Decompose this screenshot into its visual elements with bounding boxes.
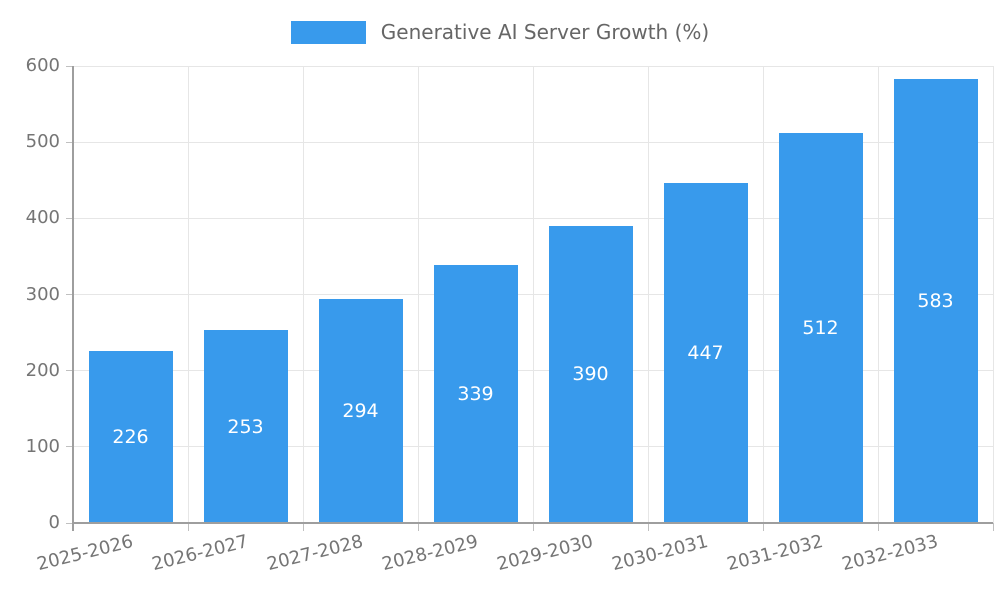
bar-value-label: 390	[572, 363, 609, 386]
gridline-vertical	[877, 66, 879, 523]
bar-2027-2028[interactable]: 294	[318, 299, 403, 523]
x-axis-tick-label: 2028-2029	[380, 531, 481, 576]
x-axis-tick	[417, 523, 419, 531]
bar-2031-2032[interactable]: 512	[778, 133, 863, 523]
y-axis-tick	[66, 294, 73, 295]
y-axis-tick-label: 500	[25, 131, 60, 153]
gridline-vertical	[532, 66, 534, 523]
x-axis-tick	[187, 523, 189, 531]
x-axis-tick	[647, 523, 649, 531]
bar-value-label: 294	[342, 400, 379, 423]
y-axis-tick	[66, 217, 73, 219]
x-axis-tick-label: 2027-2028	[265, 531, 366, 576]
x-axis-tick-label: 2032-2033	[840, 531, 941, 576]
x-axis-tick-label: 2025-2026	[35, 531, 136, 576]
bar-2029-2030[interactable]: 390	[548, 225, 633, 523]
bar-value-label: 447	[687, 341, 724, 364]
y-axis-tick	[66, 65, 73, 67]
gridline-vertical	[647, 66, 649, 523]
legend-swatch-icon	[290, 20, 366, 44]
y-axis-line	[72, 66, 74, 531]
legend-label: Generative AI Server Growth (%)	[380, 20, 710, 44]
x-axis-tick-label: 2030-2031	[610, 531, 711, 576]
x-axis-tick	[762, 523, 764, 531]
x-axis-line	[73, 522, 993, 524]
legend-item[interactable]: Generative AI Server Growth (%)	[0, 20, 1000, 44]
y-axis-tick-label: 200	[25, 359, 60, 381]
y-axis-tick	[66, 446, 73, 448]
x-axis-tick	[302, 523, 304, 531]
y-axis-tick	[66, 370, 73, 372]
y-axis-tick	[66, 141, 73, 143]
bar-value-label: 339	[457, 382, 494, 405]
y-axis-tick-label: 600	[25, 55, 60, 77]
bar-2028-2029[interactable]: 339	[433, 264, 518, 523]
bar-value-label: 253	[227, 415, 264, 438]
y-axis-tick-label: 400	[25, 207, 60, 229]
bar-2026-2027[interactable]: 253	[203, 330, 288, 523]
bar-2032-2033[interactable]: 583	[893, 78, 978, 523]
bar-value-label: 226	[112, 425, 149, 448]
x-axis-tick	[532, 523, 534, 531]
gridline-vertical	[417, 66, 419, 523]
x-axis-tick	[877, 523, 879, 531]
bar-2030-2031[interactable]: 447	[663, 182, 748, 523]
bar-value-label: 512	[802, 317, 839, 339]
bar-value-label: 583	[917, 289, 954, 312]
x-axis-tick-label: 2031-2032	[725, 531, 826, 576]
y-axis-tick	[66, 522, 73, 524]
gridline-vertical	[992, 66, 994, 523]
y-axis-tick-label: 0	[48, 512, 60, 534]
y-axis-tick-label: 100	[25, 435, 60, 457]
x-axis-tick	[992, 523, 994, 531]
gridline-vertical	[302, 66, 304, 523]
y-axis-tick-label: 300	[25, 283, 60, 305]
bar-2025-2026[interactable]: 226	[88, 350, 173, 523]
gridline-vertical	[187, 66, 189, 523]
x-axis-tick-label: 2029-2030	[495, 531, 596, 576]
gridline-vertical	[762, 66, 764, 523]
x-axis-tick-label: 2026-2027	[150, 531, 251, 576]
